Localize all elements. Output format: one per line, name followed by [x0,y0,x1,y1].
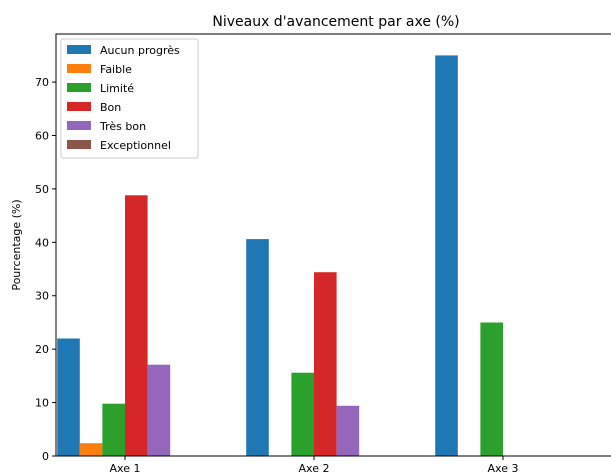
y-tick-label: 50 [35,183,49,196]
bar-aucun-progrès-axe-3 [435,55,458,457]
bar-bon-axe-1 [125,195,148,457]
legend-label: Aucun progrès [100,44,180,57]
bar-très-bon-axe-2 [336,405,360,456]
x-tick-label: Axe 1 [110,462,141,475]
legend-swatch [67,83,91,92]
bar-faible-axe-1 [79,443,103,456]
bar-limité-axe-1 [102,403,125,456]
x-tick-label: Axe 3 [488,462,519,475]
chart-title: Niveaux d'avancement par axe (%) [212,14,459,30]
y-axis-label: Pourcentage (%) [10,199,23,290]
x-tick-label: Axe 2 [299,462,330,475]
y-tick-label: 10 [35,397,49,410]
bar-bon-axe-2 [314,272,337,456]
legend-label: Très bon [99,120,146,133]
bar-très-bon-axe-1 [147,364,171,456]
legend-swatch [67,102,91,111]
legend-swatch [67,64,91,73]
legend-swatch [67,140,91,149]
legend-label: Bon [100,101,121,114]
legend-swatch [67,121,91,130]
y-tick-label: 60 [35,129,49,142]
y-tick-label: 40 [35,236,49,249]
x-axis-ticks: Axe 1 Axe 2 Axe 3 [110,456,519,475]
legend-box [60,38,199,159]
bar-limité-axe-3 [480,322,503,456]
y-axis-ticks: 0 10 20 30 40 50 60 70 [35,76,56,463]
legend-label: Faible [100,63,132,76]
y-tick-label: 0 [42,450,49,463]
bars-group [57,55,503,457]
legend-label: Exceptionnel [100,139,171,152]
legend-swatch [67,45,91,54]
bar-aucun-progrès-axe-1 [57,338,80,456]
bar-aucun-progrès-axe-2 [246,239,269,456]
legend: Aucun progrès Faible Limité Bon Très bon Exce… [60,38,199,159]
y-tick-label: 70 [35,76,49,89]
y-tick-label: 30 [35,290,49,303]
legend-label: Limité [100,82,134,95]
plot-frame [55,33,611,457]
bar-limité-axe-2 [291,372,314,456]
y-tick-label: 20 [35,343,49,356]
